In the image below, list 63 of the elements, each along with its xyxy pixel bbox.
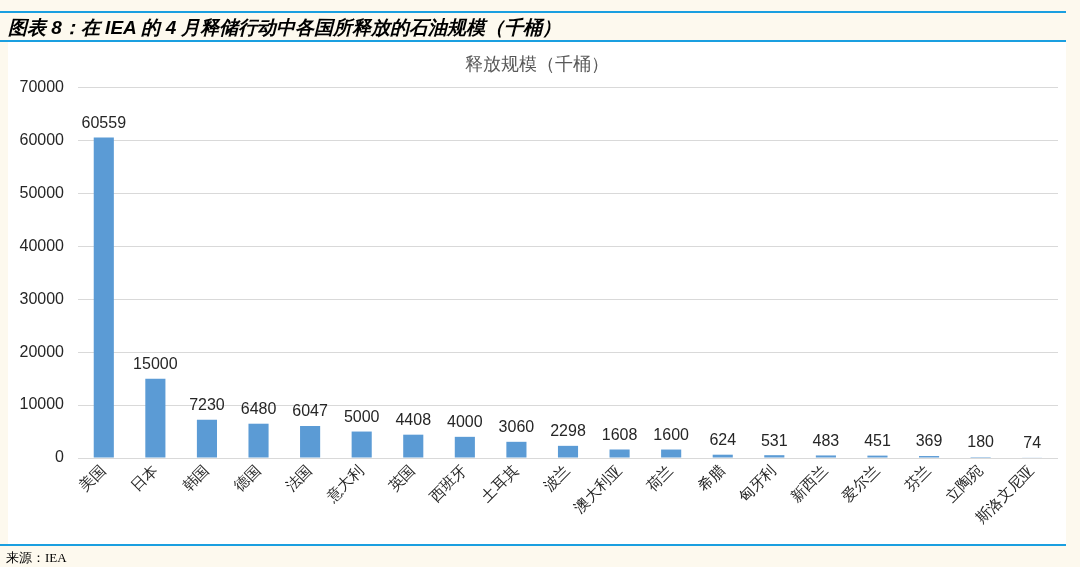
data-label: 60559 [81,113,127,131]
x-tick-label: 日本 [127,461,161,495]
bar [506,441,527,458]
x-tick-label: 爱尔兰 [839,461,883,506]
y-tick-label: 20000 [19,342,65,360]
x-tick-label: 土耳其 [478,461,522,506]
x-tick-label: 美国 [76,461,109,495]
bar [351,431,372,458]
data-label: 7230 [189,396,225,414]
data-label: 74 [1023,434,1042,452]
x-tick-label: 新西兰 [787,461,831,506]
y-tick-label: 70000 [19,78,65,96]
x-tick-label: 芬兰 [901,461,934,495]
data-label: 6480 [240,400,277,418]
x-tick-label: 法国 [282,461,316,495]
bar [454,436,475,458]
x-tick-label: 波兰 [540,461,573,495]
data-label: 451 [864,432,891,450]
x-tick-label: 澳大利亚 [570,461,625,516]
y-tick-label: 60000 [19,130,65,148]
x-tick-label: 荷兰 [643,461,677,495]
x-tick-label: 韩国 [179,461,212,495]
data-label: 4408 [395,411,432,429]
data-label: 1608 [601,425,638,443]
data-label: 4000 [447,413,483,431]
bar [557,445,579,458]
bar [196,419,218,458]
data-label: 483 [812,431,840,449]
bar [145,378,166,458]
x-tick-label: 希腊 [695,461,728,495]
data-label: 3060 [498,418,535,436]
bar [815,455,836,458]
bar [93,137,114,458]
x-tick-label: 德国 [230,461,264,495]
bar [403,434,424,458]
chart-title: 图表 8：在 IEA 的 4 月释储行动中各国所释放的石油规模（千桶） [8,16,562,40]
bar [248,423,269,458]
bar [300,426,321,458]
y-tick-label: 40000 [19,236,65,254]
data-label: 5000 [343,407,380,425]
bar [609,449,630,458]
data-label: 531 [760,431,788,449]
y-tick-label: 10000 [19,395,65,413]
data-label: 369 [915,432,943,450]
source-note: 来源：IEA [6,549,67,567]
data-label: 6047 [292,402,328,420]
x-tick-label: 西班牙 [426,461,470,506]
data-label: 15000 [133,355,178,373]
data-label: 624 [709,431,737,449]
y-tick-label: 30000 [19,289,65,307]
bar [712,454,733,458]
data-label: 2298 [550,422,586,440]
y-tick-label: 0 [55,448,65,466]
x-tick-label: 意大利 [322,461,367,506]
data-label: 180 [967,433,995,451]
x-tick-label: 匈牙利 [736,461,780,506]
x-tick-label: 英国 [385,461,419,495]
data-label: 1600 [653,425,690,443]
chart-subtitle: 释放规模（千桶） [465,53,609,74]
bar [661,449,682,458]
x-tick-label: 立陶宛 [942,461,986,506]
bar [764,455,785,458]
y-tick-label: 50000 [19,183,65,201]
